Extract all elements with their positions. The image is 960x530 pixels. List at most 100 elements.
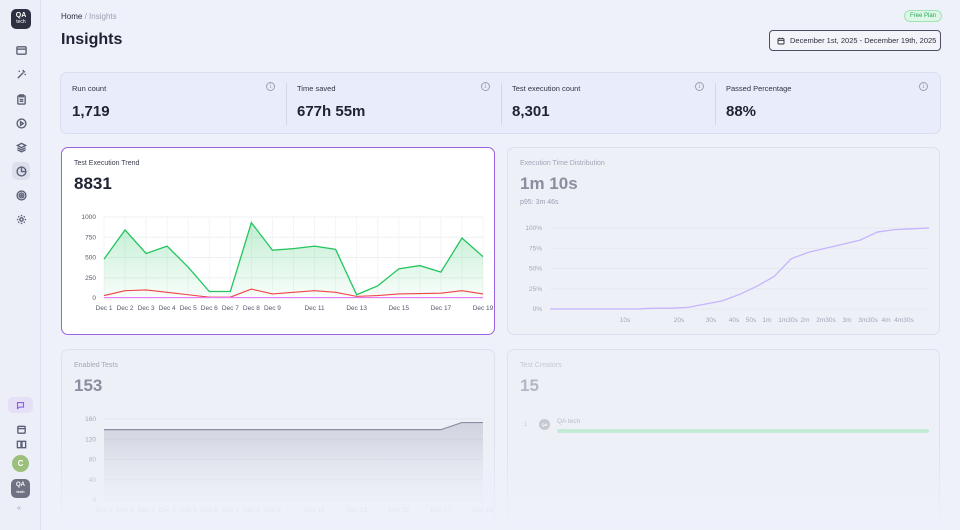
sidebar: QA tech C QA tech « [0, 0, 41, 530]
x-tick-label: Dec 9 [264, 305, 281, 312]
x-tick-label: 50s [746, 317, 757, 324]
stat-label: Time saved [297, 84, 336, 93]
x-tick-label: Dec 19 [473, 305, 494, 312]
x-tick-label: Dec 11 [304, 507, 324, 514]
x-tick-label: 10s [620, 317, 631, 324]
creator-rank: 1 [524, 422, 528, 428]
enabled-tests-card[interactable]: Enabled Tests 153 0 40 80 120 160 Dec 1 Dec 2 D… [61, 349, 495, 524]
date-range-picker[interactable]: December 1st, 2025 - December 19th, 2025 [769, 30, 941, 51]
x-tick-label: Dec 6 [201, 507, 218, 514]
stat-passed-percentage: Passed Percentage 88% i [715, 73, 940, 135]
info-icon[interactable]: i [266, 82, 275, 91]
nav-wand-icon[interactable] [12, 65, 30, 83]
execution-time-distribution-card[interactable]: Execution Time Distribution 1m 10s p95: … [507, 147, 940, 335]
x-tick-label: Dec 15 [388, 305, 409, 312]
x-tick-label: Dec 15 [388, 507, 409, 514]
y-tick-label: 0% [533, 306, 543, 313]
card-title: Test Execution Trend [74, 160, 140, 167]
series-line-failed [103, 288, 484, 298]
series-line-passed [103, 221, 484, 296]
collapse-sidebar-icon[interactable]: « [17, 505, 21, 512]
y-tick-label: 0 [92, 497, 96, 504]
p95-label: p95: 3m 46s [520, 199, 559, 206]
x-tick-label: 3m30s [858, 317, 878, 324]
x-tick-label: Dec 7 [222, 507, 239, 514]
x-tick-label: Dec 13 [346, 507, 367, 514]
info-icon[interactable]: i [919, 82, 928, 91]
x-tick-label: 2m30s [816, 317, 836, 324]
nav-calendar-icon[interactable] [12, 420, 30, 438]
x-tick-label: Dec 5 [180, 507, 197, 514]
breadcrumb-current: Insights [89, 12, 117, 21]
x-tick-label: 4m30s [894, 317, 914, 324]
creator-name[interactable]: QA tech [557, 418, 581, 425]
stat-label: Run count [72, 84, 107, 93]
breadcrumb-home[interactable]: Home [61, 12, 83, 21]
plan-badge[interactable]: Free Plan [904, 10, 943, 22]
chat-icon [16, 401, 25, 410]
test-creators-card[interactable]: Test Creators 15 1 QA QA tech [507, 349, 940, 524]
x-tick-label: Dec 1 [96, 507, 113, 514]
calendar-icon [777, 37, 785, 44]
y-tick-label: 160 [85, 416, 96, 423]
nav-settings-icon[interactable] [12, 210, 30, 228]
stat-divider [501, 83, 502, 125]
card-title: Enabled Tests [74, 362, 118, 369]
x-tick-label: 40s [729, 317, 740, 324]
x-tick-label: Dec 11 [304, 305, 324, 312]
info-icon[interactable]: i [481, 82, 490, 91]
nav-book-icon[interactable] [12, 435, 30, 453]
card-title: Execution Time Distribution [520, 160, 605, 167]
y-tick-label: 50% [529, 266, 542, 273]
x-tick-label: Dec 4 [159, 507, 176, 514]
x-tick-label: Dec 2 [117, 507, 134, 514]
stats-panel: Run count 1,719 i Time saved 677h 55m i … [60, 72, 941, 134]
stat-label: Test execution count [512, 84, 581, 93]
stat-value: 8,301 [512, 103, 550, 120]
x-tick-label: Dec 2 [117, 305, 134, 312]
y-tick-label: 80 [89, 457, 97, 464]
nav-play-circle-icon[interactable] [12, 114, 30, 132]
organization-switcher[interactable]: QA tech [11, 479, 30, 498]
nav-browser-icon[interactable] [12, 41, 30, 59]
x-tick-label: Dec 3 [138, 305, 155, 312]
user-avatar[interactable]: C [12, 455, 29, 472]
x-tick-label: Dec 3 [138, 507, 155, 514]
x-tick-label: Dec 6 [201, 305, 218, 312]
enabled-line [104, 421, 483, 431]
stat-time-saved: Time saved 677h 55m i [286, 73, 501, 135]
nav-clipboard-icon[interactable] [12, 90, 30, 108]
x-tick-label: Dec 8 [243, 507, 260, 514]
x-tick-label: Dec 1 [96, 305, 113, 312]
card-value: 1m 10s [520, 174, 578, 193]
org-bottom: tech [16, 489, 25, 494]
distribution-chart: 0% 25% 50% 75% 100% 10s 20s 30s 40s 50s 1m 1m30s 2m 2… [525, 225, 930, 324]
nav-target-icon[interactable] [12, 186, 30, 204]
app-logo[interactable]: QA tech [11, 9, 31, 29]
stat-divider [715, 83, 716, 125]
nav-pie-chart-icon[interactable] [12, 162, 30, 180]
page-title: Insights [61, 31, 123, 48]
y-tick-label: 0 [92, 295, 96, 302]
test-execution-trend-card[interactable]: Test Execution Trend 8831 0 250 500 750 1000… [61, 147, 495, 335]
x-tick-label: Dec 17 [431, 507, 452, 514]
info-icon[interactable]: i [695, 82, 704, 91]
card-value: 15 [520, 376, 539, 395]
stat-divider [286, 83, 287, 125]
feedback-chat-button[interactable] [8, 397, 33, 413]
x-tick-label: 1m [762, 317, 771, 324]
y-tick-label: 250 [85, 275, 96, 282]
y-tick-label: 1000 [82, 214, 97, 221]
series-area-passed [104, 222, 483, 298]
x-tick-label: Dec 13 [346, 305, 367, 312]
x-tick-label: 30s [706, 317, 717, 324]
stat-label: Passed Percentage [726, 84, 792, 93]
breadcrumb-separator: / [84, 12, 87, 21]
x-tick-label: Dec 4 [159, 305, 176, 312]
x-tick-label: 4m [881, 317, 890, 324]
trend-chart: 0 250 500 750 1000 Dec 1 Dec 2 Dec 3 Dec 4 Dec 5 D… [82, 214, 494, 312]
y-tick-label: 75% [529, 245, 542, 252]
y-tick-label: 100% [525, 225, 542, 232]
x-tick-label: Dec 5 [180, 305, 197, 312]
nav-layers-icon[interactable] [12, 138, 30, 156]
